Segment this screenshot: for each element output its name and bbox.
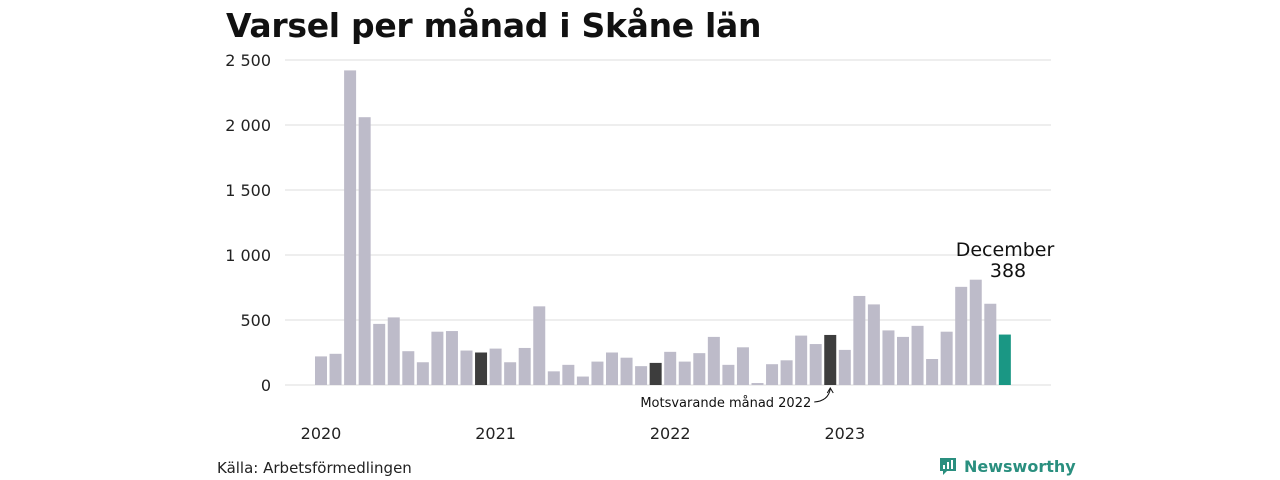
bar	[387, 317, 400, 385]
comparison-bar	[649, 362, 662, 385]
bar	[795, 335, 808, 385]
y-tick-label: 0	[261, 376, 271, 395]
bar	[431, 331, 444, 385]
bar	[504, 362, 517, 385]
y-tick-label: 1 500	[225, 181, 271, 200]
x-axis-ticks: 2020 2021 2022 2023	[301, 424, 866, 443]
bar	[911, 325, 924, 385]
brand-name: Newsworthy	[964, 456, 1076, 476]
bar	[635, 366, 648, 385]
bar	[547, 371, 560, 385]
bar	[416, 362, 429, 385]
bar	[926, 359, 939, 385]
x-tick-label: 2020	[301, 424, 342, 443]
comparison-arrowhead	[826, 387, 834, 394]
bar	[445, 331, 458, 385]
y-axis-ticks: 0 500 1 000 1 500 2 000 2 500	[225, 51, 271, 395]
grid-lines	[285, 59, 1051, 386]
bar	[751, 383, 764, 385]
comparison-note: Motsvarande månad 2022	[640, 396, 811, 411]
bar	[664, 351, 677, 385]
comparison-bar	[475, 352, 488, 385]
bar	[780, 360, 793, 385]
bar	[402, 351, 415, 385]
bar	[358, 117, 371, 385]
bar	[344, 70, 357, 386]
bar	[766, 364, 779, 385]
chart-title: Varsel per månad i Skåne län	[226, 6, 762, 45]
y-tick-label: 2 000	[225, 116, 271, 135]
bar	[518, 347, 531, 385]
source-note: Källa: Arbetsförmedlingen	[217, 459, 412, 477]
y-tick-label: 2 500	[225, 51, 271, 70]
bar	[838, 349, 851, 385]
bar	[678, 361, 691, 385]
bar	[489, 348, 502, 385]
comparison-arrow	[814, 388, 831, 403]
bar	[969, 279, 982, 385]
x-tick-label: 2023	[824, 424, 865, 443]
y-tick-label: 500	[240, 311, 271, 330]
bar	[853, 295, 866, 385]
bar	[533, 306, 546, 385]
bar	[955, 286, 968, 385]
bar	[940, 331, 953, 385]
bar	[576, 376, 589, 385]
x-tick-label: 2022	[650, 424, 691, 443]
bar	[722, 364, 735, 385]
callout-label: December	[956, 239, 1055, 261]
bar	[809, 344, 822, 385]
brand-logo: Newsworthy	[938, 456, 1076, 476]
highlight-bar	[998, 334, 1011, 385]
bar	[867, 304, 880, 385]
bar	[707, 336, 720, 385]
bar	[329, 353, 342, 385]
bar	[620, 357, 633, 385]
bar	[897, 336, 909, 385]
bar	[591, 361, 604, 385]
bar	[984, 303, 997, 385]
y-tick-label: 1 000	[225, 246, 271, 265]
callout-value: 388	[990, 260, 1026, 282]
bar	[693, 353, 706, 385]
comparison-bar	[824, 334, 837, 385]
x-tick-label: 2021	[475, 424, 516, 443]
bar	[562, 364, 575, 385]
bars	[315, 70, 1011, 386]
bar	[736, 347, 749, 385]
bar	[373, 323, 386, 385]
bar	[882, 330, 895, 385]
bar	[606, 352, 618, 385]
newsworthy-logo-icon	[940, 458, 956, 475]
bar	[460, 350, 473, 385]
bar	[315, 356, 327, 385]
